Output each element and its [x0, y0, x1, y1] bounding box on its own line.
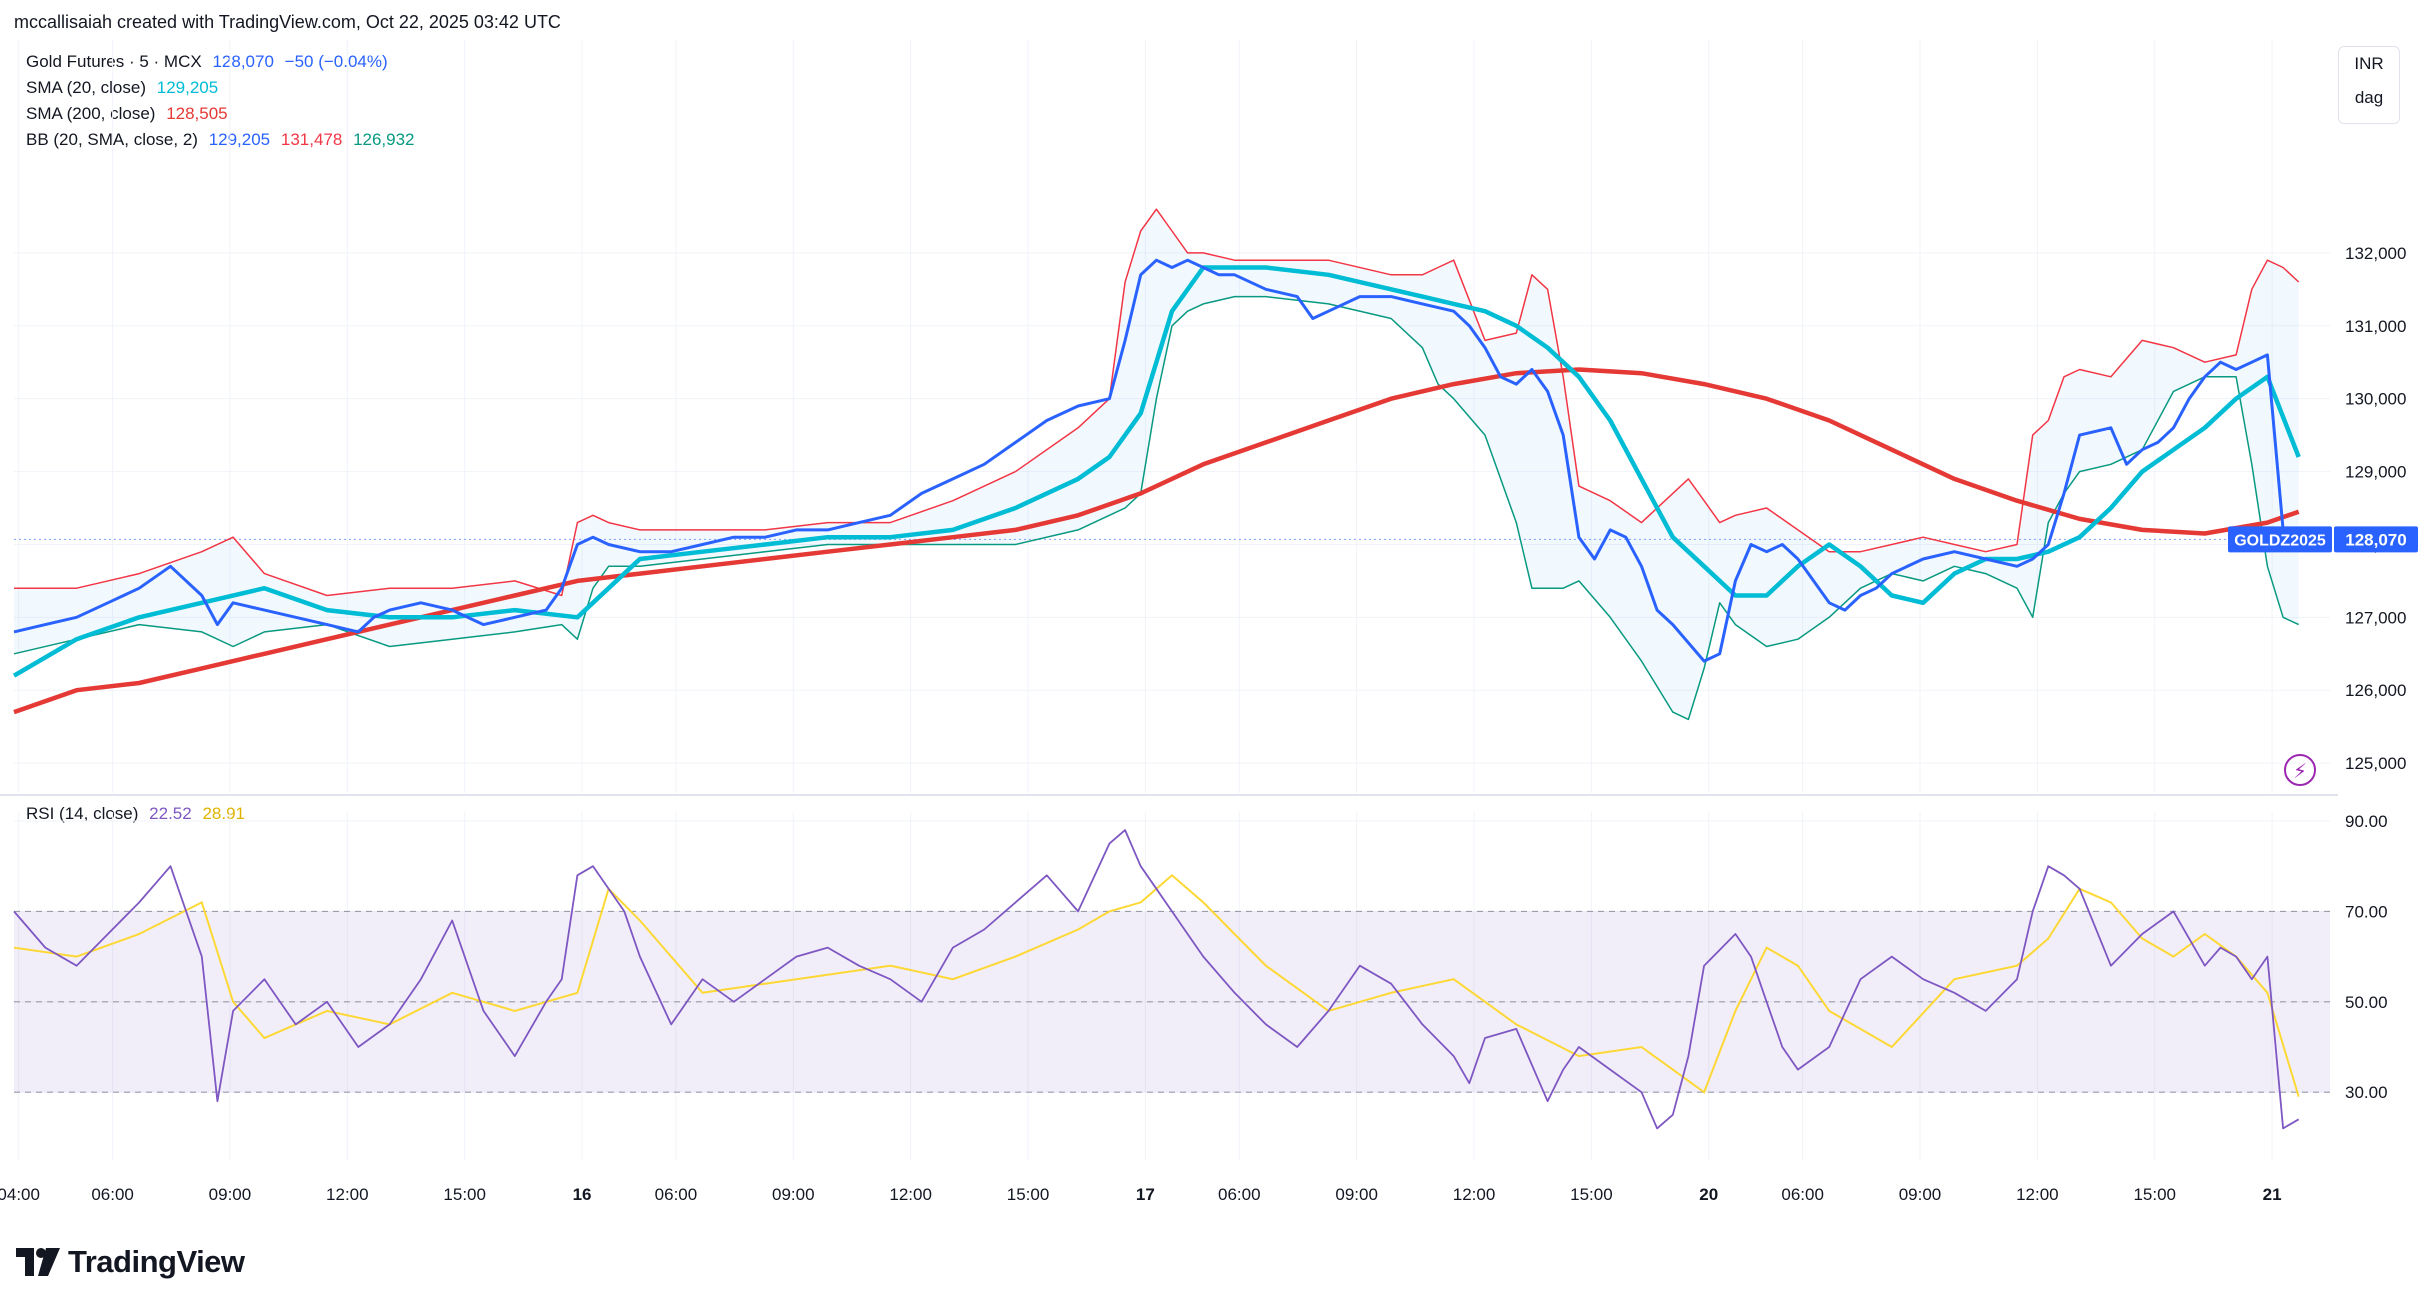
- time-tick-label: 12:00: [2016, 1185, 2059, 1204]
- legend-change: −50 (−0.04%): [284, 52, 388, 71]
- time-tick-label: 15:00: [2133, 1185, 2176, 1204]
- rsi-tick-label: 70.00: [2345, 902, 2388, 921]
- price-pane: [12, 208, 2330, 721]
- legend-bb-label: BB (20, SMA, close, 2): [26, 130, 198, 149]
- unit-selector[interactable]: INR dag: [2338, 46, 2400, 124]
- legend-rsi-ma-value: 28.91: [202, 804, 245, 823]
- time-tick-label: 12:00: [889, 1185, 932, 1204]
- price-tick-label: 129,000: [2345, 463, 2406, 482]
- legend-rsi-label: RSI (14, close): [26, 804, 139, 823]
- price-tick-label: 130,000: [2345, 390, 2406, 409]
- price-tag-symbol: GOLDZ2025: [2234, 532, 2326, 549]
- lightning-icon[interactable]: ⚡: [2284, 754, 2316, 786]
- currency-label: INR: [2354, 54, 2384, 73]
- time-tick-label: 15:00: [1570, 1185, 1613, 1204]
- time-tick-label: 12:00: [1453, 1185, 1496, 1204]
- time-tick-label: 21: [2263, 1185, 2282, 1204]
- time-tick-label: 04:00: [0, 1185, 40, 1204]
- legend-symbol-row[interactable]: Gold Futures · 5 · MCX 128,070 −50 (−0.0…: [26, 52, 394, 72]
- legend-bb-basis: 129,205: [208, 130, 271, 149]
- legend-sma20-row[interactable]: SMA (20, close) 129,205: [26, 78, 224, 98]
- time-tick-label: 15:00: [443, 1185, 486, 1204]
- time-tick-label: 17: [1136, 1185, 1155, 1204]
- legend-rsi-value: 22.52: [149, 804, 192, 823]
- time-tick-label: 09:00: [772, 1185, 815, 1204]
- time-tick-label: 15:00: [1007, 1185, 1050, 1204]
- legend-sma20-value: 129,205: [156, 78, 219, 97]
- legend-price: 128,070: [212, 52, 274, 71]
- price-tag-symbol-box: [2228, 526, 2332, 553]
- time-tick-label: 20: [1699, 1185, 1718, 1204]
- rsi-tick-label: 50.00: [2345, 993, 2388, 1012]
- axes: 125,000126,000127,000128,000129,000130,0…: [0, 244, 2418, 1204]
- price-tick-label: 126,000: [2345, 681, 2406, 700]
- legend-bb-upper: 131,478: [280, 130, 343, 149]
- legend-symbol: Gold Futures · 5 · MCX: [26, 52, 202, 71]
- time-tick-label: 09:00: [1335, 1185, 1378, 1204]
- time-tick-label: 06:00: [655, 1185, 698, 1204]
- chart-canvas[interactable]: 125,000126,000127,000128,000129,000130,0…: [0, 0, 2433, 1240]
- time-tick-label: 09:00: [1899, 1185, 1942, 1204]
- sma200-line: [13, 367, 2300, 715]
- bb-upper-line: [14, 208, 2300, 597]
- time-tick-label: 06:00: [1781, 1185, 1824, 1204]
- rsi-pane: [13, 829, 2330, 1130]
- legend-bb-row[interactable]: BB (20, SMA, close, 2) 129,205 131,478 1…: [26, 130, 421, 150]
- price-tick-label: 132,000: [2345, 244, 2406, 263]
- time-tick-label: 09:00: [209, 1185, 252, 1204]
- tradingview-logo[interactable]: TradingView: [16, 1242, 245, 1282]
- legend-sma200-row[interactable]: SMA (200, close) 128,505: [26, 104, 234, 124]
- legend-rsi-row[interactable]: RSI (14, close) 22.52 28.91: [26, 804, 251, 824]
- rsi-tick-label: 90.00: [2345, 812, 2388, 831]
- sma20-line: [12, 265, 2301, 678]
- time-tick-label: 06:00: [91, 1185, 134, 1204]
- time-tick-label: 06:00: [1218, 1185, 1261, 1204]
- rsi-tick-label: 30.00: [2345, 1083, 2388, 1102]
- time-tick-label: 12:00: [326, 1185, 369, 1204]
- price-tag-value: 128,070: [2345, 530, 2406, 549]
- price-tag-value-box: [2334, 526, 2418, 553]
- chart-credit: mccallisaiah created with TradingView.co…: [14, 12, 561, 32]
- tradingview-logo-text: TradingView: [68, 1244, 245, 1279]
- price-tick-label: 125,000: [2345, 754, 2406, 773]
- legend-sma20-label: SMA (20, close): [26, 78, 146, 97]
- legend-sma200-value: 128,505: [166, 104, 228, 123]
- tradingview-logo-icon: [16, 1248, 60, 1276]
- rsi-line: [13, 829, 2300, 1130]
- price-tick-label: 127,000: [2345, 608, 2406, 627]
- legend-sma200-label: SMA (200, close): [26, 104, 156, 123]
- price-tick-label: 131,000: [2345, 317, 2406, 336]
- rsi-ma-line: [13, 873, 2300, 1097]
- legend-bb-lower: 126,932: [353, 130, 415, 149]
- unit-label: dag: [2354, 88, 2384, 107]
- bollinger-band-fill: [14, 209, 2299, 720]
- time-tick-label: 16: [573, 1185, 592, 1204]
- price-line: [13, 258, 2300, 663]
